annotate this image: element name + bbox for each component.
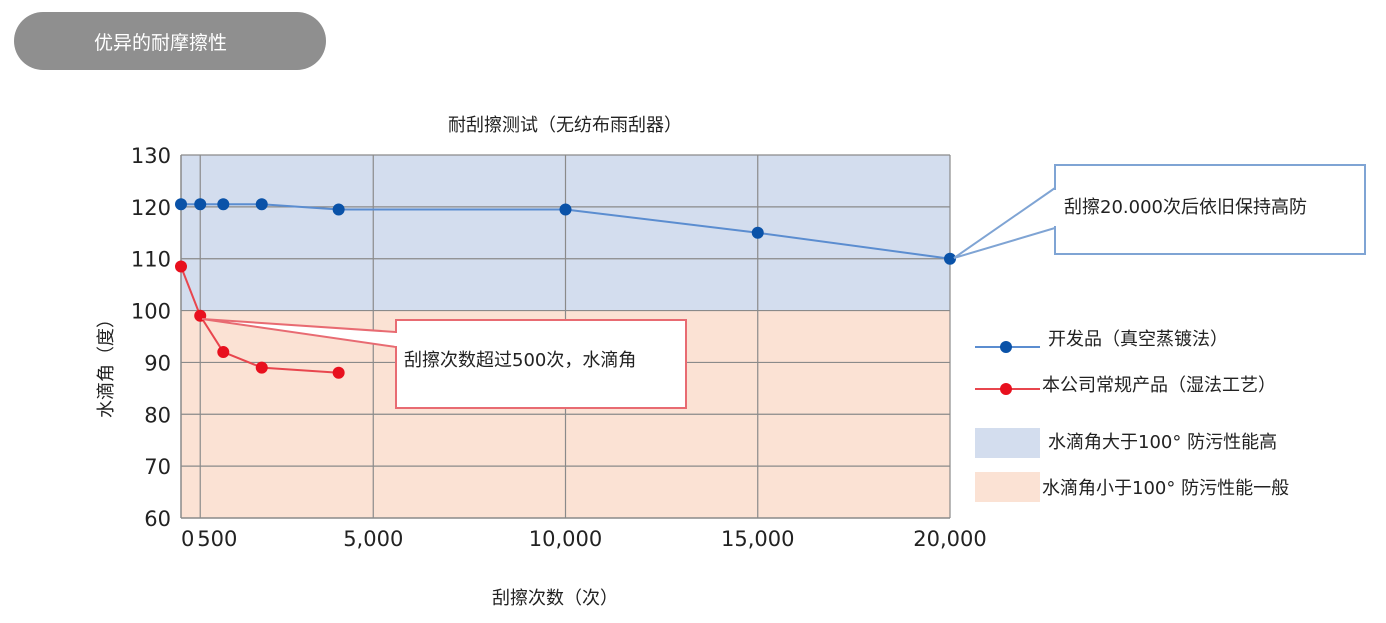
y-tick-label: 110	[131, 248, 171, 272]
legend-label-band-low: 水滴角小于100° 防污性能一般	[1042, 478, 1289, 499]
callout-conventional-drop-text: 刮擦次数超过500次，水滴角	[404, 350, 636, 371]
y-tick-label: 80	[144, 403, 171, 427]
legend-marker-developed	[1000, 341, 1012, 353]
x-tick-label: 0	[181, 527, 194, 551]
series-points	[175, 198, 956, 379]
data-point-developed	[175, 198, 187, 211]
y-tick-label: 90	[144, 351, 171, 375]
x-tick-labels: 0 500 5,000 10,000 15,000 20,000	[181, 527, 987, 551]
legend-swatch-band-low	[975, 472, 1040, 502]
data-point-developed	[751, 226, 764, 239]
data-point-conventional	[217, 346, 230, 359]
legend-item-developed: 开发品（真空蒸镀法）	[975, 329, 1228, 353]
y-axis-label: 水滴角（度）	[96, 310, 117, 418]
legend: 开发品（真空蒸镀法） 本公司常规产品（湿法工艺） 水滴角大于100° 防污性能高…	[975, 329, 1289, 502]
data-point-developed	[559, 203, 572, 216]
grid	[180, 154, 951, 519]
data-point-developed	[944, 252, 956, 265]
y-tick-label: 130	[131, 144, 171, 168]
section-tab[interactable]: 优异的耐摩擦性	[14, 12, 326, 70]
x-tick-label: 5,000	[343, 527, 403, 551]
y-tick-label: 60	[144, 507, 171, 531]
data-point-conventional	[255, 361, 268, 374]
data-point-developed	[217, 198, 230, 211]
data-point-conventional	[175, 260, 187, 273]
y-tick-labels: 60 70 80 90 100 110 120 130	[131, 144, 171, 531]
data-point-developed	[332, 203, 345, 216]
legend-label-conventional: 本公司常规产品（湿法工艺）	[1042, 375, 1276, 396]
callout-high-durability: 刮擦20.000次后依旧保持高防	[953, 164, 1366, 259]
legend-item-band-low: 水滴角小于100° 防污性能一般	[975, 472, 1289, 502]
y-tick-label: 70	[144, 455, 171, 479]
data-point-conventional	[332, 366, 345, 379]
data-point-developed	[194, 198, 207, 211]
legend-label-band-high: 水滴角大于100° 防污性能高	[1048, 432, 1277, 453]
y-tick-label: 100	[131, 300, 171, 324]
legend-label-developed: 开发品（真空蒸镀法）	[1048, 329, 1228, 350]
data-point-developed	[255, 198, 268, 211]
legend-item-band-high: 水滴角大于100° 防污性能高	[975, 428, 1277, 458]
x-tick-label: 500	[197, 527, 237, 551]
callout-conventional-drop: 刮擦次数超过500次，水滴角	[201, 318, 687, 409]
y-tick-label: 120	[131, 196, 171, 220]
x-axis-label: 刮擦次数（次）	[492, 588, 618, 609]
legend-item-conventional: 本公司常规产品（湿法工艺）	[975, 375, 1276, 396]
callout-high-durability-text: 刮擦20.000次后依旧保持高防	[1064, 197, 1307, 218]
x-tick-label: 20,000	[913, 527, 986, 551]
x-tick-label: 15,000	[721, 527, 794, 551]
legend-swatch-band-high	[975, 428, 1040, 458]
section-tab-label: 优异的耐摩擦性	[94, 32, 228, 54]
x-tick-label: 10,000	[529, 527, 602, 551]
legend-marker-conventional	[1000, 383, 1012, 395]
chart-title: 耐刮擦测试（无纺布雨刮器）	[448, 115, 682, 136]
